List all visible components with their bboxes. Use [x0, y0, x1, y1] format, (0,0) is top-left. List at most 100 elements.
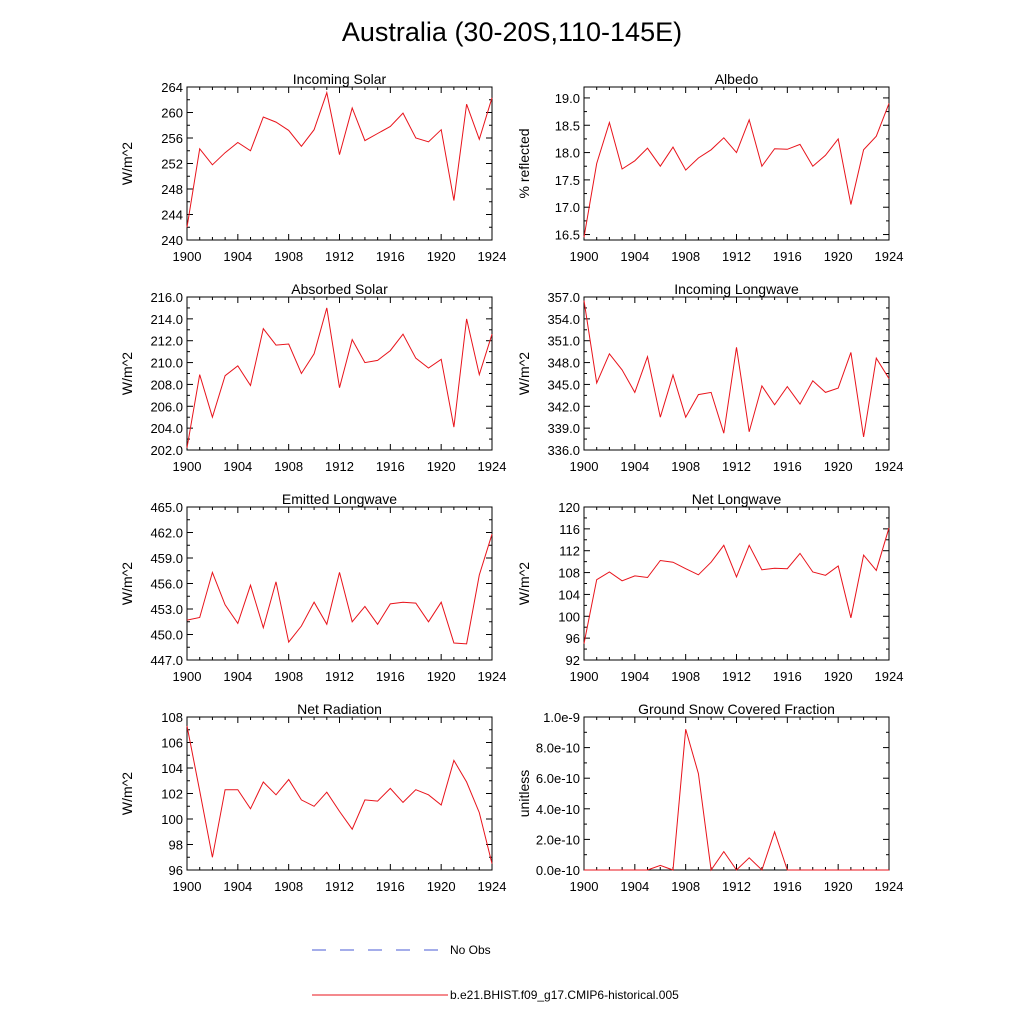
y-tick-label: 256: [161, 131, 183, 146]
y-tick-label: 453.0: [150, 602, 183, 617]
y-tick-label: 459.0: [150, 551, 183, 566]
x-tick-label: 1904: [620, 459, 649, 474]
x-tick-label: 1920: [427, 669, 456, 684]
y-tick-label: 252: [161, 157, 183, 172]
y-tick-label: 104: [558, 587, 580, 602]
x-tick-label: 1912: [722, 249, 751, 264]
y-tick-label: 204.0: [150, 421, 183, 436]
legend-label-model: b.e21.BHIST.f09_g17.CMIP6-historical.005: [450, 988, 679, 1002]
y-tick-label: 210.0: [150, 356, 183, 371]
series-line: [186, 307, 493, 448]
x-tick-label: 1916: [376, 879, 405, 894]
y-tick-label: 212.0: [150, 334, 183, 349]
y-tick-label: 0.0e-10: [536, 863, 580, 878]
x-tick-label: 1924: [478, 879, 507, 894]
panel-title: Absorbed Solar: [291, 281, 388, 297]
y-tick-label: 264: [161, 80, 183, 95]
x-tick-label: 1924: [478, 669, 507, 684]
y-tick-label: 96: [169, 863, 183, 878]
x-tick-label: 1900: [173, 879, 202, 894]
y-tick-label: 339.0: [547, 421, 580, 436]
x-tick-label: 1912: [325, 249, 354, 264]
y-tick-label: 240: [161, 233, 183, 248]
x-tick-label: 1900: [173, 669, 202, 684]
panel-title: Incoming Solar: [293, 71, 387, 87]
legend: No Obs b.e21.BHIST.f09_g17.CMIP6-histori…: [312, 943, 679, 1002]
plot-frame: [583, 506, 890, 661]
x-tick-label: 1916: [773, 879, 802, 894]
y-tick-label: 116: [559, 522, 580, 537]
series-line: [583, 527, 890, 644]
series-line: [583, 300, 890, 437]
y-tick-label: 1.0e-9: [543, 710, 580, 725]
panels: 1900 1904 1908 1912 1916 1920 1924 240 244 248 252…: [119, 71, 903, 894]
x-tick-label: 1920: [824, 249, 853, 264]
y-tick-label: 447.0: [150, 653, 183, 668]
x-tick-label: 1900: [570, 249, 599, 264]
y-tick-label: 351.0: [547, 334, 580, 349]
y-tick-label: 248: [161, 182, 183, 197]
y-axis-label: W/m^2: [119, 352, 135, 395]
panel-title: Incoming Longwave: [674, 281, 799, 297]
chart-panel: 1900 1904 1908 1912 1916 1920 1924 0.0e-10 2.0e-…: [516, 701, 903, 894]
x-tick-label: 1908: [671, 669, 700, 684]
y-tick-label: 450.0: [150, 628, 183, 643]
y-tick-label: 354.0: [547, 312, 580, 327]
y-tick-label: 18.0: [555, 146, 580, 161]
plot-frame: [186, 506, 493, 661]
y-tick-label: 345.0: [547, 377, 580, 392]
x-tick-label: 1904: [223, 669, 252, 684]
y-tick-label: 336.0: [547, 443, 580, 458]
x-tick-label: 1924: [875, 459, 904, 474]
y-tick-label: 462.0: [150, 526, 183, 541]
plot-frame: [186, 296, 493, 451]
y-tick-label: 108: [558, 566, 580, 581]
panel-title: Albedo: [715, 71, 759, 87]
x-tick-label: 1908: [274, 459, 303, 474]
x-tick-label: 1920: [824, 459, 853, 474]
y-tick-label: 357.0: [547, 290, 580, 305]
y-tick-label: 96: [566, 631, 580, 646]
plot-frame: [583, 716, 890, 871]
x-tick-label: 1916: [773, 669, 802, 684]
panel-title: Net Longwave: [692, 491, 782, 507]
y-tick-label: 18.5: [555, 118, 580, 133]
x-tick-label: 1912: [325, 459, 354, 474]
y-tick-label: 108: [161, 710, 183, 725]
panel-title: Ground Snow Covered Fraction: [638, 701, 835, 717]
x-tick-label: 1912: [722, 669, 751, 684]
y-tick-label: 100: [161, 812, 183, 827]
x-tick-label: 1916: [376, 669, 405, 684]
y-tick-label: 6.0e-10: [536, 771, 580, 786]
x-tick-label: 1916: [376, 459, 405, 474]
x-tick-label: 1912: [325, 669, 354, 684]
series-line: [186, 534, 493, 645]
x-tick-label: 1900: [173, 459, 202, 474]
y-tick-label: 16.5: [555, 228, 580, 243]
x-tick-label: 1908: [671, 249, 700, 264]
series-line: [186, 725, 493, 864]
x-tick-label: 1924: [875, 879, 904, 894]
x-tick-label: 1904: [223, 459, 252, 474]
x-tick-label: 1920: [824, 669, 853, 684]
y-tick-label: 19.0: [555, 91, 580, 106]
plot-frame: [186, 86, 493, 241]
x-tick-label: 1912: [722, 879, 751, 894]
y-tick-label: 216.0: [150, 290, 183, 305]
y-axis-label: % reflected: [516, 128, 532, 198]
y-axis-label: W/m^2: [516, 352, 532, 395]
chart-panel: 1900 1904 1908 1912 1916 1920 1924 240 244 248 252…: [119, 71, 506, 264]
x-tick-label: 1920: [427, 459, 456, 474]
x-tick-label: 1900: [173, 249, 202, 264]
x-tick-label: 1900: [570, 669, 599, 684]
x-tick-label: 1904: [223, 879, 252, 894]
y-tick-label: 112: [559, 544, 580, 559]
y-tick-label: 106: [161, 736, 183, 751]
series-line: [583, 103, 890, 238]
chart-panel: 1900 1904 1908 1912 1916 1920 1924 92 96 100 104 10…: [516, 491, 903, 684]
x-tick-label: 1904: [620, 669, 649, 684]
y-tick-label: 120: [558, 500, 580, 515]
y-tick-label: 104: [161, 761, 183, 776]
y-tick-label: 17.5: [555, 173, 580, 188]
